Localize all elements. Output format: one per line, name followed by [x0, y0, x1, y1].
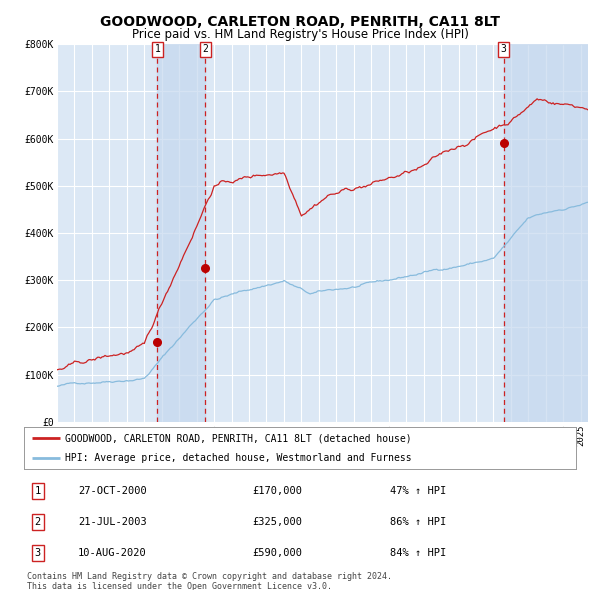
Text: 27-OCT-2000: 27-OCT-2000 — [78, 486, 147, 496]
Text: £170,000: £170,000 — [252, 486, 302, 496]
Text: 3: 3 — [500, 44, 506, 54]
Text: £325,000: £325,000 — [252, 517, 302, 527]
Text: 2: 2 — [35, 517, 41, 527]
Text: Contains HM Land Registry data © Crown copyright and database right 2024.
This d: Contains HM Land Registry data © Crown c… — [27, 572, 392, 590]
Text: 1: 1 — [35, 486, 41, 496]
Text: 47% ↑ HPI: 47% ↑ HPI — [390, 486, 446, 496]
Text: 1: 1 — [154, 44, 160, 54]
Text: 21-JUL-2003: 21-JUL-2003 — [78, 517, 147, 527]
Text: GOODWOOD, CARLETON ROAD, PENRITH, CA11 8LT (detached house): GOODWOOD, CARLETON ROAD, PENRITH, CA11 8… — [65, 433, 412, 443]
Text: 84% ↑ HPI: 84% ↑ HPI — [390, 548, 446, 558]
Text: 3: 3 — [35, 548, 41, 558]
Text: 2: 2 — [202, 44, 208, 54]
Text: GOODWOOD, CARLETON ROAD, PENRITH, CA11 8LT: GOODWOOD, CARLETON ROAD, PENRITH, CA11 8… — [100, 15, 500, 29]
Bar — [503, 44, 592, 422]
Text: £590,000: £590,000 — [252, 548, 302, 558]
Bar — [157, 44, 205, 422]
Text: Price paid vs. HM Land Registry's House Price Index (HPI): Price paid vs. HM Land Registry's House … — [131, 28, 469, 41]
Text: HPI: Average price, detached house, Westmorland and Furness: HPI: Average price, detached house, West… — [65, 453, 412, 463]
Text: 86% ↑ HPI: 86% ↑ HPI — [390, 517, 446, 527]
Text: 10-AUG-2020: 10-AUG-2020 — [78, 548, 147, 558]
